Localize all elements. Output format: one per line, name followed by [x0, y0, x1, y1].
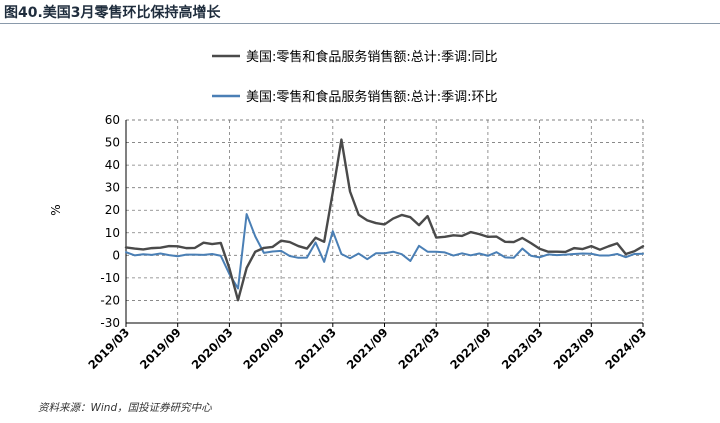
x-tick-label: 2023/09	[551, 325, 598, 372]
x-tick-label: 2022/03	[395, 325, 442, 372]
x-tick-label: 2019/09	[137, 325, 184, 372]
figure-title: 图40.美国3月零售环比保持高增长	[4, 5, 221, 21]
y-tick-label: 10	[105, 226, 120, 240]
legend-label: 美国:零售和食品服务销售额:总计:季调:同比	[246, 49, 498, 65]
x-tick-label: 2023/03	[499, 325, 546, 372]
y-tick-label: 30	[105, 181, 120, 195]
legend: 美国:零售和食品服务销售额:总计:季调:同比美国:零售和食品服务销售额:总计:季…	[212, 49, 498, 105]
chart-grid	[126, 119, 644, 323]
y-tick-label: -10	[100, 271, 120, 285]
series-line-mom	[125, 213, 644, 290]
title-divider	[0, 23, 720, 24]
y-axis-label: %	[49, 204, 63, 215]
x-tick-label: 2022/09	[447, 325, 494, 372]
series-line-yoy	[124, 138, 645, 302]
x-tick-label: 2020/09	[240, 325, 287, 372]
y-tick-label: 60	[105, 113, 120, 127]
chart-series	[124, 138, 645, 302]
legend-label: 美国:零售和食品服务销售额:总计:季调:环比	[246, 89, 498, 105]
x-tick-label: 2021/03	[292, 325, 339, 372]
y-tick-label: 50	[105, 136, 120, 150]
y-tick-label: -20	[100, 293, 120, 307]
y-tick-label: 0	[112, 248, 120, 262]
x-tick-label: 2020/03	[189, 325, 236, 372]
x-tick-label: 2021/09	[344, 325, 391, 372]
y-tick-label: -30	[100, 316, 120, 330]
y-tick-label: 40	[105, 158, 120, 172]
x-tick-label: 2024/03	[602, 325, 649, 372]
x-tick-label: 2019/03	[85, 325, 132, 372]
y-tick-label: 20	[105, 203, 120, 217]
line-chart: 美国:零售和食品服务销售额:总计:季调:同比美国:零售和食品服务销售额:总计:季…	[49, 49, 649, 372]
source-note: 资料来源：Wind，国投证券研究中心	[38, 402, 212, 414]
